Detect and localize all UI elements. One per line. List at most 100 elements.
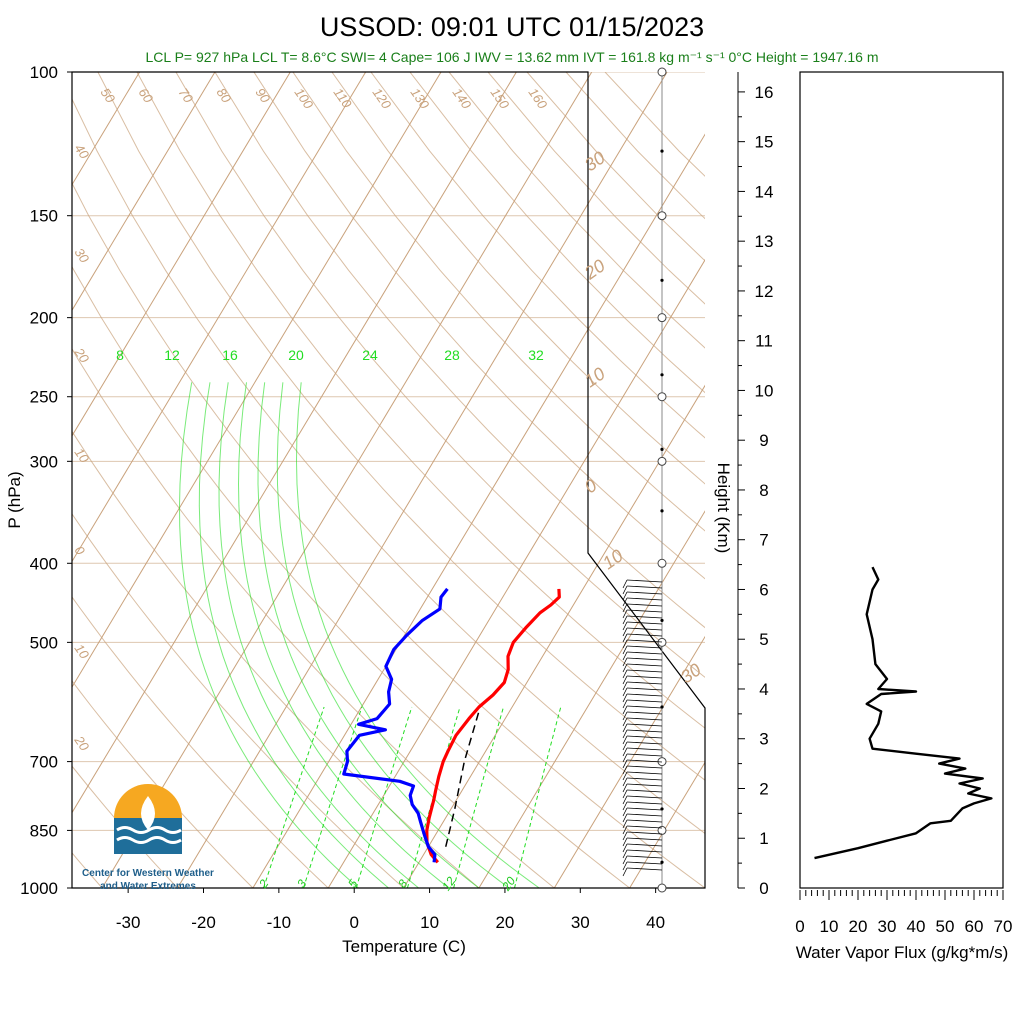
moist-adiabat-label: 32 <box>528 347 544 363</box>
wind-barb <box>626 663 663 667</box>
flux-x-tick-label: 60 <box>965 917 984 936</box>
mixing-ratio-line <box>303 706 363 888</box>
dry-adiabat-line <box>72 596 329 888</box>
wind-barb-flag <box>622 645 628 655</box>
height-tick-label: 9 <box>759 431 768 450</box>
adiabat-label: 30 <box>581 147 609 175</box>
wind-barb <box>626 795 663 799</box>
mixing-ratio-line <box>263 706 325 888</box>
wind-barb <box>626 585 663 589</box>
isotherm-label: 120 <box>370 85 395 112</box>
wind-barb-flag <box>622 711 628 721</box>
wind-barb <box>626 801 663 805</box>
adiabat-label: 10 <box>581 363 609 391</box>
skew-frame <box>71 71 706 889</box>
isotherm-line <box>72 72 442 689</box>
mixing-ratio-line <box>355 706 413 888</box>
wind-barb <box>626 783 663 787</box>
wind-barb <box>626 819 663 823</box>
wind-barb-flag <box>622 627 628 637</box>
wind-barb <box>626 759 663 763</box>
height-tick-label: 3 <box>759 730 768 749</box>
isotherm-label: 10 <box>72 641 93 662</box>
info-line: LCL P= 927 hPa LCL T= 8.6°C SWI= 4 Cape=… <box>146 49 879 65</box>
wind-barb-flag <box>622 693 628 703</box>
dry-adiabat-line <box>72 265 630 888</box>
wind-barb-flag <box>622 741 628 751</box>
moist-adiabat-line <box>218 382 419 888</box>
isotherm-line <box>177 72 668 888</box>
isotherm-line <box>629 761 705 888</box>
x-tick-label: -10 <box>267 913 292 932</box>
wind-barb <box>626 777 663 781</box>
skew-grid <box>72 72 1024 888</box>
x-tick-label: 10 <box>420 913 439 932</box>
wind-barb-flag <box>622 639 628 649</box>
moist-adiabat-label: 28 <box>444 347 460 363</box>
mixing-ratio-label: 20 <box>499 874 519 894</box>
dry-adiabat-line <box>175 72 705 678</box>
wind-barb <box>626 867 663 871</box>
dry-adiabat-line <box>72 97 705 835</box>
height-tick-label: 16 <box>755 83 774 102</box>
moist-adiabat-line <box>178 382 359 888</box>
isotherm-line <box>72 72 367 563</box>
wind-barb <box>626 771 663 775</box>
isotherm-label: 10 <box>72 445 93 466</box>
isotherm-line <box>478 510 705 888</box>
barb-dot-marker <box>660 278 664 282</box>
isotherm-label: 20 <box>71 344 93 366</box>
wind-barb <box>626 615 663 619</box>
wind-barb <box>626 675 663 679</box>
height-tick-label: 10 <box>755 381 774 400</box>
wind-barb <box>626 639 663 643</box>
flux-x-tick-label: 40 <box>907 917 926 936</box>
wind-barb-flag <box>622 675 628 685</box>
y-tick-label: 500 <box>30 633 58 652</box>
wind-barb-flag <box>622 855 628 865</box>
wind-barb <box>626 633 663 637</box>
isotherm-label: 50 <box>98 85 119 106</box>
flux-x-tick-label: 50 <box>936 917 955 936</box>
wind-barb-flag <box>622 585 628 595</box>
dry-adiabat-line <box>72 680 254 888</box>
logo-line-2: and Water Extremes <box>100 881 196 892</box>
y-tick-label: 850 <box>30 821 58 840</box>
wind-barb-flag <box>622 597 628 607</box>
mixing-ratio-line <box>453 706 504 888</box>
wind-barb <box>626 849 663 853</box>
wind-barb-flag <box>622 825 628 835</box>
wind-barb <box>626 807 663 811</box>
wind-barb-flag <box>622 699 628 709</box>
wind-barb-flag <box>622 681 628 691</box>
wind-barb <box>626 741 663 745</box>
wind-barb <box>626 681 663 685</box>
wind-barb <box>626 717 663 721</box>
isotherm-line <box>72 72 216 312</box>
barb-dot-marker <box>660 373 664 377</box>
dry-adiabat-line <box>72 430 480 888</box>
dry-adiabat-line <box>604 72 705 177</box>
wind-barb-flag <box>622 579 628 589</box>
height-tick-label: 4 <box>759 680 768 699</box>
x-tick-label: 20 <box>495 913 514 932</box>
wind-barb-flag <box>622 621 628 631</box>
isotherm-line <box>780 72 1024 888</box>
height-tick-label: 12 <box>755 282 774 301</box>
y-tick-label: 250 <box>30 388 58 407</box>
adiabat-label: 30 <box>677 659 705 687</box>
y-tick-label: 150 <box>30 207 58 226</box>
wind-barb-flag <box>622 759 628 769</box>
wind-barb <box>626 687 663 691</box>
barb-calm-marker <box>657 313 667 323</box>
isotherm-line <box>72 72 517 814</box>
flux-x-axis-title: Water Vapor Flux (g/kg*m/s) <box>796 943 1009 962</box>
height-tick-label: 7 <box>759 531 768 550</box>
wind-barb <box>626 861 663 865</box>
wind-barb <box>626 603 663 607</box>
dry-adiabat-line <box>214 72 705 629</box>
wind-barb <box>626 855 663 859</box>
dry-adiabat-line <box>253 72 705 580</box>
